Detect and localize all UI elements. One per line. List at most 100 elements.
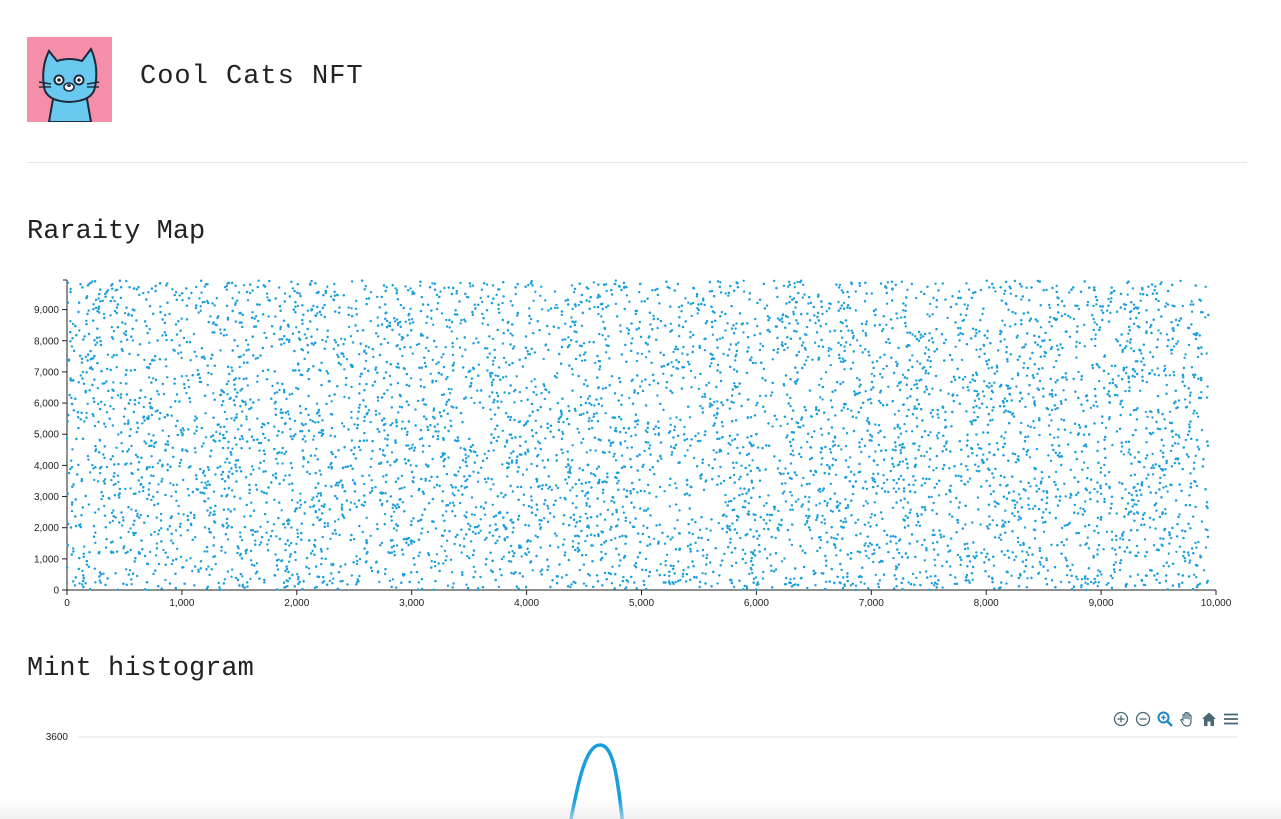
scatter-point bbox=[219, 465, 222, 468]
site-header: Cool Cats NFT bbox=[27, 37, 1247, 123]
scatter-point bbox=[286, 584, 289, 588]
scatter-point bbox=[914, 335, 917, 338]
scatter-point bbox=[1189, 303, 1192, 306]
scatter-point bbox=[284, 526, 287, 529]
scatter-point bbox=[251, 465, 254, 468]
scatter-point bbox=[691, 532, 694, 536]
scatter-point bbox=[190, 291, 193, 295]
scatter-point bbox=[810, 537, 814, 540]
scatter-point bbox=[1062, 544, 1066, 547]
scatter-point bbox=[407, 444, 410, 447]
scatter-point bbox=[1125, 371, 1128, 375]
scatter-point bbox=[643, 490, 646, 493]
scatter-point bbox=[112, 509, 115, 512]
scatter-point bbox=[985, 406, 988, 409]
scatter-point bbox=[434, 565, 437, 568]
scatter-point bbox=[1166, 490, 1169, 493]
scatter-point bbox=[299, 503, 303, 506]
scatter-point bbox=[1084, 500, 1087, 503]
scatter-point bbox=[769, 394, 773, 397]
rarity-scatter-chart[interactable]: 0 1,000 2,000 3,000 4,000 5,000 6,000 7,000 8,00… bbox=[0, 270, 1281, 615]
scatter-point bbox=[1159, 332, 1162, 335]
scatter-point bbox=[856, 376, 859, 380]
scatter-point bbox=[476, 389, 479, 392]
scatter-point bbox=[1177, 442, 1180, 445]
scatter-point bbox=[296, 501, 299, 504]
scatter-point bbox=[145, 466, 149, 469]
scatter-point bbox=[677, 560, 680, 563]
scatter-point bbox=[1082, 461, 1086, 464]
scatter-point bbox=[150, 474, 153, 477]
scatter-point bbox=[999, 538, 1003, 541]
scatter-point bbox=[718, 337, 722, 340]
scatter-point bbox=[899, 449, 902, 452]
scatter-point bbox=[787, 280, 791, 283]
scatter-point bbox=[1012, 490, 1015, 493]
scatter-point bbox=[454, 535, 457, 539]
scatter-point bbox=[729, 343, 732, 346]
scatter-point bbox=[92, 303, 95, 306]
scatter-point bbox=[403, 486, 406, 489]
scatter-point bbox=[577, 303, 580, 307]
scatter-point bbox=[516, 485, 519, 489]
scatter-point bbox=[874, 450, 877, 453]
scatter-point bbox=[681, 352, 684, 355]
scatter-point bbox=[213, 304, 216, 307]
scatter-point bbox=[470, 496, 474, 499]
scatter-point bbox=[956, 521, 960, 524]
scatter-point bbox=[372, 355, 375, 359]
scatter-point bbox=[388, 579, 392, 583]
scatter-point bbox=[1039, 563, 1042, 566]
scatter-point bbox=[264, 470, 267, 473]
scatter-point bbox=[416, 399, 420, 403]
scatter-point bbox=[575, 494, 578, 498]
scatter-point bbox=[681, 575, 684, 578]
scatter-point bbox=[124, 487, 127, 491]
scatter-point bbox=[460, 551, 463, 554]
scatter-point bbox=[750, 551, 753, 554]
scatter-point bbox=[864, 500, 868, 503]
scatter-point bbox=[854, 290, 857, 293]
scatter-point bbox=[320, 434, 323, 437]
scatter-point bbox=[458, 466, 462, 469]
scatter-point bbox=[915, 512, 919, 515]
scatter-point bbox=[1007, 308, 1010, 311]
scatter-point bbox=[920, 290, 923, 293]
scatter-point bbox=[689, 302, 692, 306]
scatter-point bbox=[150, 498, 153, 502]
scatter-point bbox=[167, 435, 170, 438]
scatter-point bbox=[784, 342, 787, 346]
scatter-point bbox=[206, 480, 210, 483]
scatter-point bbox=[1140, 352, 1143, 355]
scatter-point bbox=[91, 463, 94, 467]
scatter-point bbox=[757, 446, 760, 449]
scatter-point bbox=[808, 496, 811, 499]
scatter-point bbox=[867, 587, 870, 590]
scatter-point bbox=[949, 500, 952, 504]
scatter-point bbox=[159, 411, 162, 415]
scatter-points bbox=[65, 279, 1210, 592]
scatter-point bbox=[226, 393, 229, 396]
scatter-point bbox=[463, 514, 466, 517]
scatter-point bbox=[569, 585, 572, 589]
scatter-point bbox=[345, 358, 349, 361]
scatter-point bbox=[768, 513, 772, 517]
scatter-point bbox=[818, 383, 821, 387]
scatter-point bbox=[694, 376, 697, 379]
scatter-point bbox=[991, 519, 994, 522]
scatter-point bbox=[411, 352, 414, 355]
scatter-point bbox=[1025, 586, 1029, 589]
scatter-point bbox=[1192, 412, 1195, 415]
scatter-point bbox=[202, 469, 206, 473]
scatter-point bbox=[935, 305, 938, 309]
scatter-point bbox=[299, 492, 302, 495]
scatter-point bbox=[445, 318, 448, 322]
cool-cat-logo[interactable] bbox=[27, 37, 112, 123]
scatter-point bbox=[358, 403, 361, 406]
scatter-point bbox=[98, 579, 101, 582]
scatter-point bbox=[194, 306, 198, 310]
x-tick-label: 3,000 bbox=[399, 598, 424, 609]
scatter-point bbox=[195, 355, 198, 358]
scatter-point bbox=[827, 354, 831, 357]
scatter-point bbox=[800, 446, 803, 449]
